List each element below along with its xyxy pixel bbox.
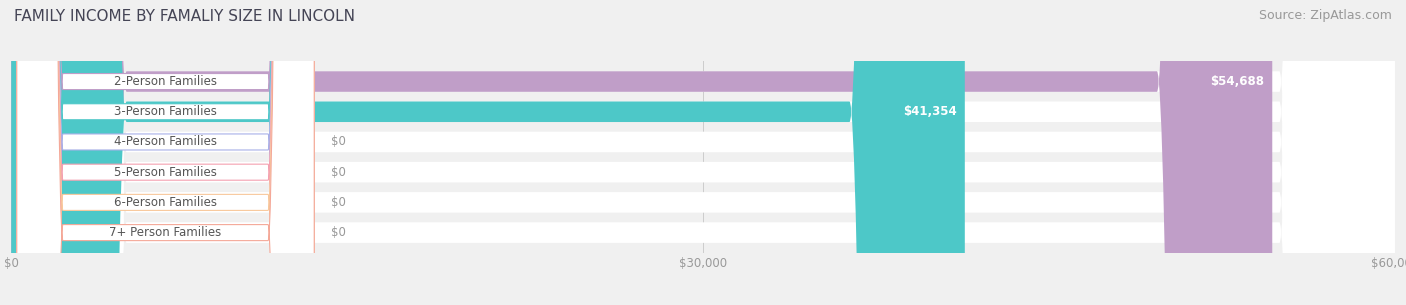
- Text: $0: $0: [330, 196, 346, 209]
- Text: $0: $0: [330, 166, 346, 179]
- Text: $0: $0: [330, 226, 346, 239]
- Text: FAMILY INCOME BY FAMALIY SIZE IN LINCOLN: FAMILY INCOME BY FAMALIY SIZE IN LINCOLN: [14, 9, 356, 24]
- Text: $54,688: $54,688: [1211, 75, 1264, 88]
- FancyBboxPatch shape: [17, 0, 314, 305]
- Text: 7+ Person Families: 7+ Person Families: [110, 226, 222, 239]
- FancyBboxPatch shape: [11, 0, 1395, 305]
- FancyBboxPatch shape: [17, 0, 314, 305]
- FancyBboxPatch shape: [17, 0, 314, 305]
- Text: $41,354: $41,354: [903, 105, 956, 118]
- FancyBboxPatch shape: [11, 0, 1395, 305]
- Text: 6-Person Families: 6-Person Families: [114, 196, 217, 209]
- FancyBboxPatch shape: [11, 0, 1395, 305]
- Text: $0: $0: [330, 135, 346, 149]
- FancyBboxPatch shape: [17, 0, 314, 305]
- FancyBboxPatch shape: [11, 0, 1395, 305]
- FancyBboxPatch shape: [11, 0, 1395, 305]
- FancyBboxPatch shape: [17, 0, 314, 305]
- FancyBboxPatch shape: [17, 0, 314, 305]
- Text: Source: ZipAtlas.com: Source: ZipAtlas.com: [1258, 9, 1392, 22]
- Text: 3-Person Families: 3-Person Families: [114, 105, 217, 118]
- FancyBboxPatch shape: [11, 0, 1272, 305]
- Text: 2-Person Families: 2-Person Families: [114, 75, 217, 88]
- Text: 5-Person Families: 5-Person Families: [114, 166, 217, 179]
- FancyBboxPatch shape: [11, 0, 1395, 305]
- FancyBboxPatch shape: [11, 0, 965, 305]
- Text: 4-Person Families: 4-Person Families: [114, 135, 217, 149]
